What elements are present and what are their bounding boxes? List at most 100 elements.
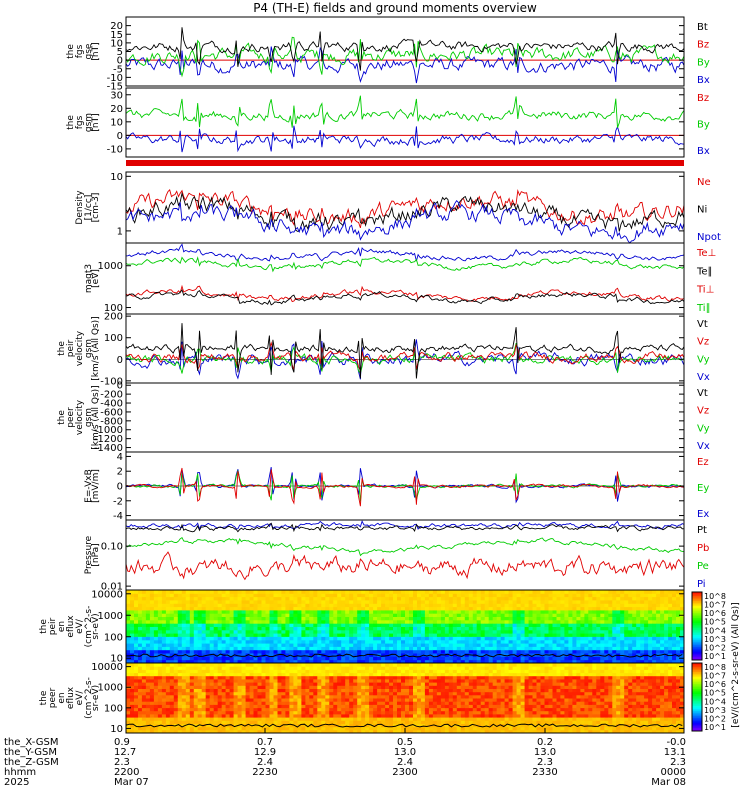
spectrogram-cell	[229, 666, 235, 670]
spectrogram-cell	[357, 707, 362, 712]
spectrogram-cell	[229, 636, 235, 641]
spectrogram-cell	[173, 707, 179, 712]
spectrogram-cell	[177, 593, 183, 598]
spectrogram-cell	[496, 626, 502, 631]
spectrogram-cell	[149, 710, 155, 715]
spectrogram-cell	[209, 698, 215, 702]
spectrogram-cell	[620, 606, 625, 611]
spectrogram-cell	[401, 613, 406, 617]
spectrogram-cell	[145, 646, 151, 651]
spectrogram-cell	[508, 656, 514, 661]
spectrogram-cell	[616, 600, 621, 604]
spectrogram-cell	[636, 590, 641, 594]
spectrogram-cell	[189, 707, 195, 712]
spectrogram-cell	[181, 675, 187, 680]
spectrogram-cell	[337, 672, 342, 677]
spectrogram-cell	[185, 691, 191, 696]
spectrogram-cell	[624, 609, 629, 614]
spectrogram-cell	[225, 646, 231, 651]
spectrogram-cell	[644, 606, 649, 611]
spectrogram-cell	[165, 636, 171, 641]
spectrogram-cell	[301, 596, 306, 601]
spectrogram-cell	[596, 593, 601, 598]
legend-entry: Bt	[697, 22, 708, 33]
spectrogram-cell	[424, 609, 430, 614]
spectrogram-cell	[329, 678, 334, 683]
spectrogram-cell	[660, 656, 665, 661]
spectrogram-cell	[305, 623, 310, 627]
spectrogram-cell	[325, 626, 330, 631]
spectrogram-cell	[397, 596, 402, 601]
spectrogram-cell	[257, 672, 262, 677]
spectrogram-cell	[237, 685, 243, 689]
spectrogram-cell	[564, 629, 569, 634]
spectrogram-cell	[209, 682, 215, 686]
spectrogram-cell	[452, 656, 458, 661]
spectrogram-cell	[584, 629, 589, 634]
spectrogram-cell	[596, 613, 601, 617]
spectrogram-cell	[365, 606, 370, 611]
spectrogram-cell	[277, 629, 282, 634]
spectrogram-cell	[680, 623, 685, 627]
spectrogram-cell	[297, 616, 302, 621]
spectrogram-cell	[604, 619, 609, 624]
y-axis-label: [1/cc]	[84, 195, 94, 221]
spectrogram-cell	[141, 609, 147, 614]
spectrogram-cell	[305, 682, 310, 686]
spectrogram-cell	[632, 590, 637, 594]
spectrogram-cell	[536, 629, 541, 634]
spectrogram-cell	[361, 672, 366, 677]
spectrogram-cell	[261, 726, 266, 731]
spectrogram-cell	[492, 643, 498, 647]
spectrogram-cell	[285, 629, 290, 634]
spectrogram-cell	[209, 626, 215, 631]
spectrogram-cell	[245, 593, 251, 598]
spectrogram-cell	[321, 710, 326, 715]
spectrogram-cell	[676, 639, 681, 644]
spectrogram-cell	[329, 717, 334, 721]
spectrogram-cell	[596, 633, 601, 637]
spectrogram-cell	[341, 600, 346, 604]
spectrogram-cell	[261, 685, 266, 689]
spectrogram-cell	[126, 720, 131, 724]
spectrogram-cell	[413, 720, 418, 724]
spectrogram-cell	[333, 729, 338, 734]
spectrogram-cell	[305, 596, 310, 601]
spectrogram-cell	[460, 639, 466, 644]
spectrogram-cell	[484, 646, 490, 651]
spectrogram-cell	[217, 609, 223, 614]
spectrogram-cell	[161, 619, 167, 624]
series-red	[125, 284, 685, 303]
spectrogram-cell	[313, 678, 318, 683]
spectrogram-cell	[337, 704, 342, 709]
spectrogram-cell	[261, 623, 266, 627]
spectrogram-cell	[149, 682, 155, 686]
spectrogram-cell	[504, 619, 510, 624]
spectrogram-cell	[680, 606, 685, 611]
spectrogram-cell	[520, 616, 526, 621]
spectrogram-cell	[197, 666, 203, 670]
spectrogram-cell	[273, 613, 278, 617]
spectrogram-cell	[237, 633, 243, 637]
spectrogram-cell	[201, 707, 207, 712]
spectrogram-cell	[564, 649, 569, 654]
spectrogram-cell	[285, 726, 290, 731]
spectrogram-cell	[269, 720, 274, 724]
spectrogram-cell	[480, 623, 486, 627]
spectrogram-cell	[325, 603, 330, 608]
spectrogram-cell	[213, 678, 219, 683]
spectrogram-cell	[424, 729, 430, 734]
spectrogram-cell	[468, 626, 474, 631]
spectrogram-cell	[417, 685, 422, 689]
spectrogram-cell	[193, 678, 199, 683]
spectrogram-cell	[145, 707, 151, 712]
spectrogram-cell	[277, 613, 282, 617]
spectrogram-cell	[357, 619, 362, 624]
spectrogram-cell	[245, 678, 251, 683]
spectrogram-cell	[484, 619, 490, 624]
spectrogram-cell	[405, 639, 410, 644]
spectrogram-cell	[189, 659, 195, 664]
spectrogram-cell	[329, 626, 334, 631]
spectrogram-cell	[588, 616, 593, 621]
